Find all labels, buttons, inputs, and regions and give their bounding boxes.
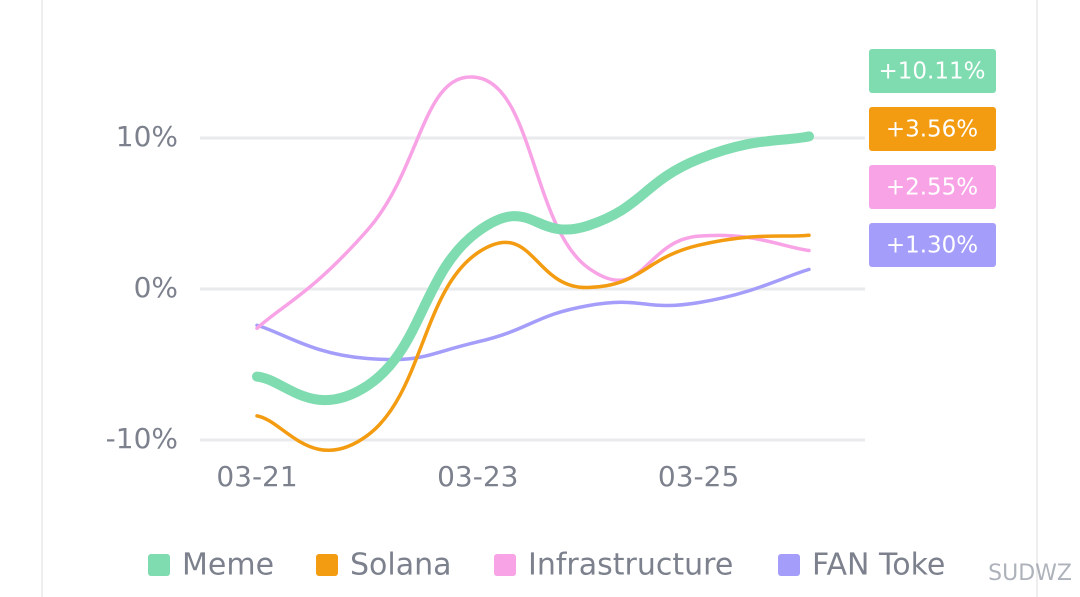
legend-label: Solana [350,548,452,583]
x-tick-label: 03-25 [658,460,739,493]
lines [252,75,814,452]
x-tick-label: 03-21 [216,460,297,493]
badges: +10.11% +3.56% +2.55% +1.30% [869,49,996,267]
x-tick-label: 03-23 [437,460,518,493]
value-badge [869,165,996,209]
legend-label: FAN Toke [812,548,945,583]
value-label: +10.11% [879,59,986,85]
y-tick-label: 0% [134,271,178,304]
grid: -10% 0% 10% 03-21 03-23 03-25 [106,120,865,493]
legend-swatch [316,554,338,576]
series-line [255,75,811,331]
legend: Meme Solana Infrastructure FAN Toke [148,548,945,583]
legend-swatch [494,554,516,576]
legend-label: Infrastructure [528,548,733,583]
legend-label: Meme [182,548,274,583]
y-tick-label: -10% [106,422,178,455]
value-badge [869,223,996,267]
y-tick-label: 10% [116,120,178,153]
watermark: SUDWZ [988,561,1072,586]
legend-swatch [778,554,800,576]
series-line [255,267,811,362]
value-label: +1.30% [886,233,978,259]
legend-swatch [148,554,170,576]
value-badge [869,49,996,93]
value-badge [869,107,996,151]
series-line [252,131,814,406]
value-label: +2.55% [886,175,978,201]
value-label: +3.56% [886,117,978,143]
series-line [255,233,811,452]
